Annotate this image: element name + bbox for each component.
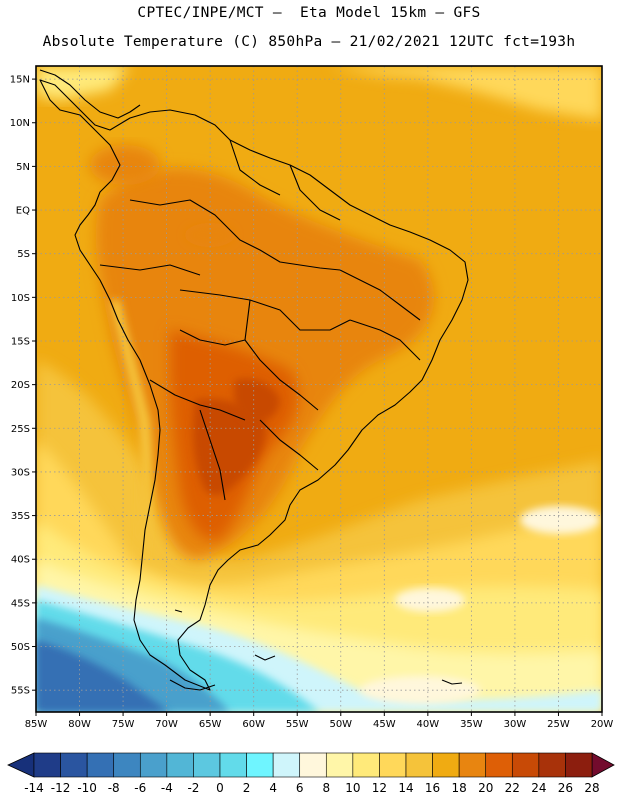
lat-label: 40S (11, 555, 30, 566)
lat-label: 45S (11, 598, 30, 609)
colorbar-swatch (325, 752, 354, 778)
colorbar-tick-label: 6 (296, 781, 304, 795)
lat-label: 55S (11, 686, 30, 697)
colorbar-swatch (272, 752, 301, 778)
lon-label: 75W (112, 719, 135, 730)
lon-label: 55W (286, 719, 309, 730)
colorbar-swatch (485, 752, 513, 778)
lat-label: 10S (11, 293, 30, 304)
lat-label: 30S (11, 467, 30, 478)
lon-label: 20W (591, 719, 614, 730)
colorbar-swatch (299, 752, 327, 778)
colorbar (7, 752, 615, 778)
colorbar-tick-label: -12 (51, 781, 71, 795)
colorbar-tick-label: 18 (452, 781, 467, 795)
colorbar-tick-label: -10 (77, 781, 97, 795)
lat-label: EQ (16, 206, 30, 217)
colorbar-swatch (219, 752, 247, 778)
colorbar-tick-label: 10 (345, 781, 360, 795)
colorbar-tick-label: 2 (243, 781, 251, 795)
colorbar-tick-label: 12 (372, 781, 387, 795)
colorbar-tick-label: -6 (134, 781, 146, 795)
colorbar-tick-label: -14 (24, 781, 44, 795)
colorbar-tick-label: 24 (531, 781, 546, 795)
chart-subtitle: Absolute Temperature (C) 850hPa – 21/02/… (42, 34, 576, 50)
colorbar-tick-label: 0 (216, 781, 224, 795)
lat-label: 15S (11, 336, 30, 347)
lon-label: 30W (504, 719, 527, 730)
colorbar-swatch (538, 752, 566, 778)
colorbar-swatch (113, 752, 141, 778)
lat-label: 15N (10, 75, 30, 86)
colorbar-swatch (352, 752, 380, 778)
longitude-axis: 85W 80W 75W 70W 65W 60W 55W 50W 45W 40W 35W 30W 25W 2… (25, 712, 614, 730)
colorbar-swatch (405, 752, 433, 778)
lat-label: 10N (10, 118, 30, 129)
colorbar-swatch (246, 752, 274, 778)
colorbar-swatch (166, 752, 194, 778)
colorbar-swatch (139, 752, 168, 778)
colorbar-tick-label: -8 (108, 781, 120, 795)
colorbar-left-arrow (7, 752, 35, 778)
lat-label: 50S (11, 642, 30, 653)
lon-label: 60W (242, 719, 265, 730)
lat-label: 25S (11, 424, 30, 435)
colorbar-tick-label: 26 (558, 781, 573, 795)
lon-label: 70W (155, 719, 178, 730)
colorbar-tick-label: 28 (584, 781, 599, 795)
chart-title: CPTEC/INPE/MCT – Eta Model 15km – GFS (137, 5, 481, 21)
colorbar-tick-label: 20 (478, 781, 493, 795)
lon-label: 65W (199, 719, 222, 730)
map-coastlines (39, 69, 469, 691)
colorbar-tick-label: 22 (505, 781, 520, 795)
colorbar-swatch (432, 752, 460, 778)
colorbar-right-arrow (591, 752, 615, 778)
colorbar-tick-label: -4 (161, 781, 173, 795)
colorbar-swatch (458, 752, 487, 778)
colorbar-tick-label: 14 (398, 781, 413, 795)
lon-label: 80W (68, 719, 91, 730)
lon-label: 40W (417, 719, 440, 730)
lat-label: 5N (16, 162, 30, 173)
colorbar-labels: -14 -12 -10 -8 -6 -4 -2 0 2 4 6 8 10 12 14 16 18 20 22 24 26… (24, 781, 599, 795)
lon-label: 85W (25, 719, 48, 730)
colorbar-swatch (511, 752, 540, 778)
colorbar-tick-label: -2 (187, 781, 199, 795)
colorbar-swatch (33, 752, 61, 778)
lon-label: 25W (547, 719, 570, 730)
map-frame (35, 65, 603, 713)
colorbar-swatch (193, 752, 221, 778)
colorbar-swatch (86, 752, 115, 778)
lon-label: 45W (373, 719, 396, 730)
colorbar-swatch (60, 752, 88, 778)
lat-label: 35S (11, 511, 30, 522)
latitude-axis: 15N 10N 5N EQ 5S 10S 15S 20S 25S 30S 35S 40S 45S 50S 5… (10, 75, 36, 697)
temperature-field (36, 66, 602, 712)
lon-label: 50W (329, 719, 352, 730)
lat-label: 5S (17, 249, 30, 260)
colorbar-tick-label: 4 (269, 781, 277, 795)
colorbar-swatch (565, 752, 593, 778)
lat-label: 20S (11, 380, 30, 391)
colorbar-tick-label: 16 (425, 781, 440, 795)
lon-label: 35W (460, 719, 483, 730)
colorbar-tick-label: 8 (322, 781, 330, 795)
colorbar-swatch (379, 752, 407, 778)
